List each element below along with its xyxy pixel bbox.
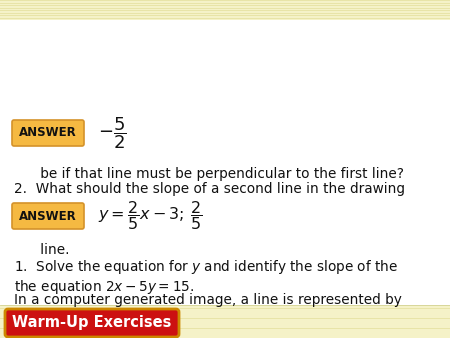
Text: Warm-Up Exercises: Warm-Up Exercises <box>12 315 172 331</box>
Text: line.: line. <box>14 243 69 257</box>
Bar <box>0 20 450 305</box>
Text: be if that line must be perpendicular to the first line?: be if that line must be perpendicular to… <box>14 167 404 181</box>
Text: the equation $2x - 5y = 15$.: the equation $2x - 5y = 15$. <box>14 278 194 296</box>
Text: 2.  What should the slope of a second line in the drawing: 2. What should the slope of a second lin… <box>14 182 405 196</box>
Text: 1.  Solve the equation for $y$ and identify the slope of the: 1. Solve the equation for $y$ and identi… <box>14 258 398 276</box>
FancyBboxPatch shape <box>12 203 84 229</box>
Text: $-\dfrac{5}{2}$: $-\dfrac{5}{2}$ <box>98 115 126 151</box>
FancyBboxPatch shape <box>5 309 179 337</box>
Text: ANSWER: ANSWER <box>19 210 77 222</box>
FancyBboxPatch shape <box>12 120 84 146</box>
Text: In a computer generated image, a line is represented by: In a computer generated image, a line is… <box>14 293 402 307</box>
Text: ANSWER: ANSWER <box>19 126 77 140</box>
Text: $y = \dfrac{2}{5}x - 3;\,\dfrac{2}{5}$: $y = \dfrac{2}{5}x - 3;\,\dfrac{2}{5}$ <box>98 199 202 233</box>
